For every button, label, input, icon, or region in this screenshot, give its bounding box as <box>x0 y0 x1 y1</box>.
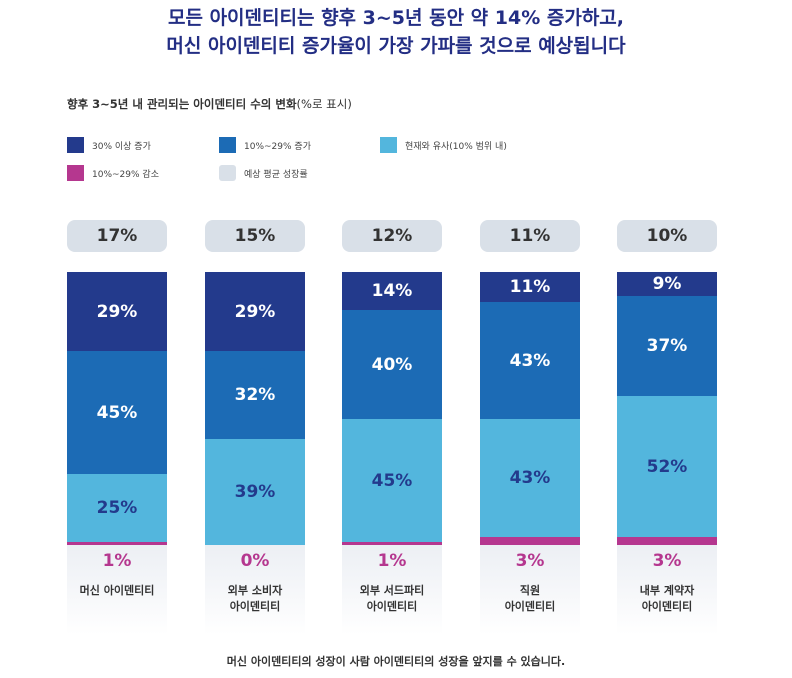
stacked-bar: 14% 40% 45% <box>342 272 442 545</box>
category-area: 3% 직원 아이덴티티 <box>480 545 580 635</box>
average-growth-pill: 17% <box>67 220 167 252</box>
bar-segment: 14% <box>342 272 442 311</box>
decrease-label: 3% <box>652 551 682 571</box>
decrease-label: 1% <box>102 551 132 571</box>
legend-swatch <box>67 165 84 181</box>
bar-segment: 9% <box>617 272 717 297</box>
category-area: 3% 내부 계약자 아이덴티티 <box>617 545 717 635</box>
legend-swatch <box>67 137 84 153</box>
legend-label: 10%~29% 감소 <box>92 169 159 180</box>
legend-item: 예상 평균 성장률 <box>219 165 308 181</box>
bar-column: 15% 29% 32% 39% 0% 외부 소비자 아이덴티티 <box>205 220 305 635</box>
bar-segment: 52% <box>617 396 717 537</box>
bar-segment: 40% <box>342 310 442 420</box>
bar-column: 10% 9% 37% 52% 3% 내부 계약자 아이덴티티 <box>617 220 717 635</box>
bar-segment: 39% <box>205 438 305 545</box>
average-growth-pill: 10% <box>617 220 717 252</box>
bar-column: 11% 11% 43% 43% 3% 직원 아이덴티티 <box>480 220 580 635</box>
legend-item: 현재와 유사(10% 범위 내) <box>380 137 507 153</box>
stacked-bar: 9% 37% 52% <box>617 272 717 545</box>
category-label: 외부 소비자 아이덴티티 <box>227 584 283 613</box>
legend-label: 10%~29% 증가 <box>244 141 311 152</box>
bar-segment <box>480 536 580 545</box>
chart-title-note: (%로 표시) <box>296 97 352 111</box>
footnote: 머신 아이덴티티의 성장이 사람 아이덴티티의 성장을 앞지를 수 있습니다. <box>226 655 566 668</box>
category-label: 직원 아이덴티티 <box>504 584 556 613</box>
decrease-label: 3% <box>515 551 545 571</box>
stacked-bar: 29% 45% 25% <box>67 272 167 545</box>
category-area: 0% 외부 소비자 아이덴티티 <box>205 545 305 635</box>
legend-item: 10%~29% 감소 <box>67 165 159 181</box>
category-label: 내부 계약자 아이덴티티 <box>639 584 695 613</box>
stacked-bar: 29% 32% 39% <box>205 272 305 545</box>
category-area: 1% 머신 아이덴티티 <box>67 545 167 635</box>
legend-label: 예상 평균 성장률 <box>244 169 308 180</box>
legend-item: 10%~29% 증가 <box>219 137 311 153</box>
bar-segment <box>67 542 167 545</box>
category-label: 외부 서드파티 아이덴티티 <box>359 584 425 613</box>
chart-title: 향후 3~5년 내 관리되는 아이덴티티 수의 변화(%로 표시) <box>67 96 352 112</box>
legend-swatch <box>219 137 236 153</box>
chart-title-text: 향후 3~5년 내 관리되는 아이덴티티 수의 변화 <box>67 97 297 111</box>
page-title: 모든 아이덴티티는 향후 3~5년 동안 약 14% 증가하고, 머신 아이덴티… <box>0 4 792 60</box>
average-growth-pill: 11% <box>480 220 580 252</box>
category-label: 머신 아이덴티티 <box>79 584 155 597</box>
bar-segment: 29% <box>205 272 305 352</box>
average-growth-pill: 15% <box>205 220 305 252</box>
bar-segment: 45% <box>67 351 167 475</box>
bar-segment: 25% <box>67 474 167 543</box>
bar-segment: 32% <box>205 351 305 439</box>
legend-label: 30% 이상 증가 <box>92 141 151 152</box>
decrease-label: 0% <box>240 551 270 571</box>
title-line-1: 모든 아이덴티티는 향후 3~5년 동안 약 14% 증가하고, <box>168 7 624 29</box>
category-area: 1% 외부 서드파티 아이덴티티 <box>342 545 442 635</box>
bar-segment <box>342 542 442 545</box>
legend-item: 30% 이상 증가 <box>67 137 151 153</box>
stacked-bar: 11% 43% 43% <box>480 272 580 545</box>
bar-segment: 43% <box>480 419 580 537</box>
legend-swatch <box>380 137 397 153</box>
bar-segment: 45% <box>342 419 442 543</box>
title-line-2: 머신 아이덴티티 증가율이 가장 가파를 것으로 예상됩니다 <box>166 35 626 57</box>
decrease-label: 1% <box>377 551 407 571</box>
legend-label: 현재와 유사(10% 범위 내) <box>405 141 507 152</box>
bar-column: 12% 14% 40% 45% 1% 외부 서드파티 아이덴티티 <box>342 220 442 635</box>
legend-swatch <box>219 165 236 181</box>
average-growth-pill: 12% <box>342 220 442 252</box>
bar-column: 17% 29% 45% 25% 1% 머신 아이덴티티 <box>67 220 167 635</box>
bar-segment <box>617 536 717 545</box>
bar-segment: 43% <box>480 302 580 420</box>
bar-segment: 11% <box>480 272 580 303</box>
bar-segment: 29% <box>67 272 167 352</box>
bar-segment: 37% <box>617 296 717 397</box>
